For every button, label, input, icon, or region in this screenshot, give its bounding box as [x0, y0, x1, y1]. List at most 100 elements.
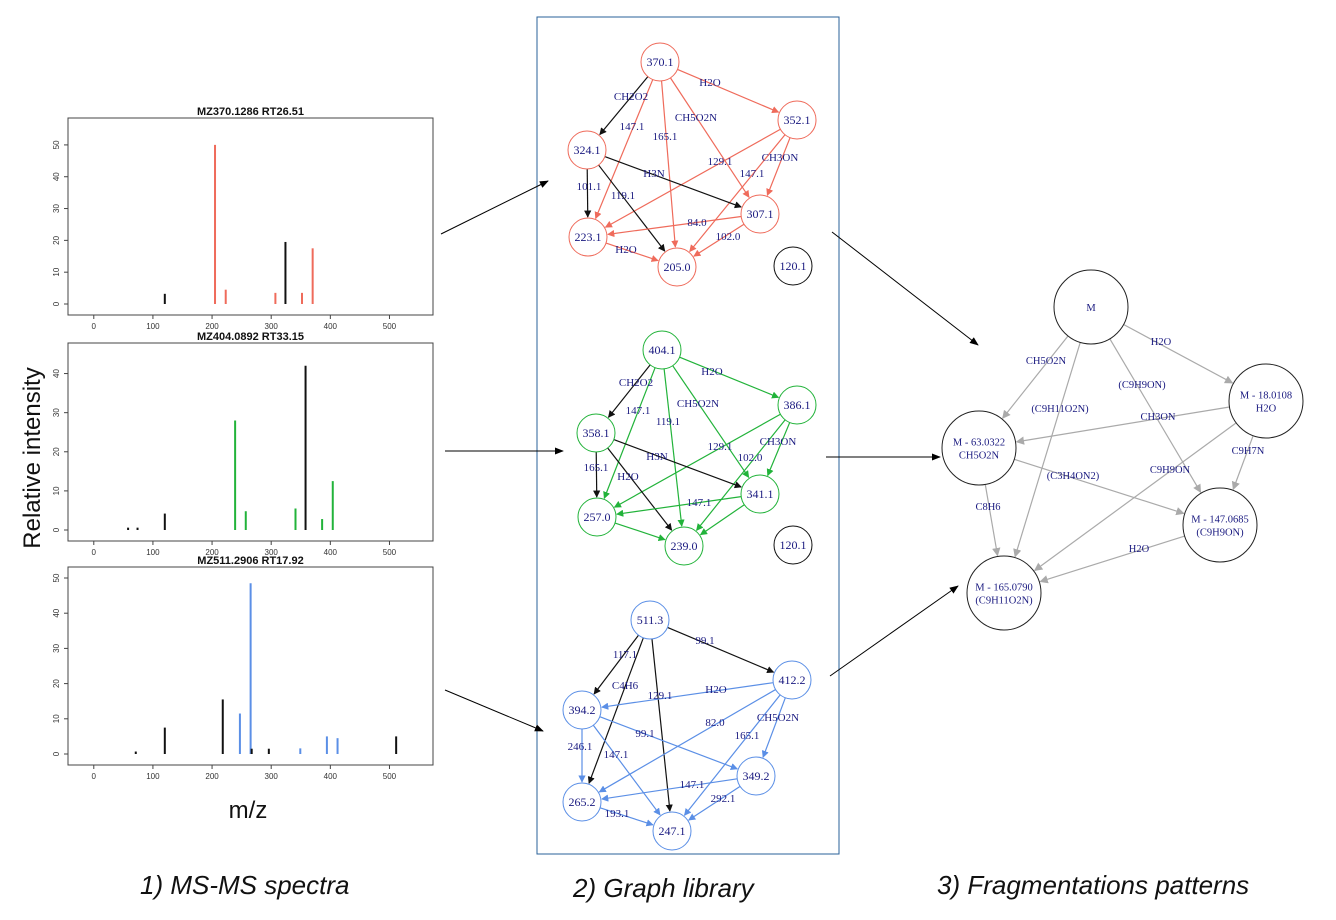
pattern-edge-label: C9H7N	[1232, 446, 1265, 457]
x-tick-label: 200	[205, 548, 219, 557]
y-tick-label: 50	[52, 140, 61, 149]
graph-node	[740, 194, 780, 234]
x-tick-label: 0	[92, 322, 97, 331]
graph-node-label: 404.1	[649, 343, 676, 357]
graph-node	[777, 100, 817, 140]
graph-edge	[679, 356, 780, 399]
graph-edge-label: 119.1	[656, 416, 680, 428]
graph-node	[740, 474, 780, 514]
graph-edge	[693, 223, 745, 257]
y-tick-label: 10	[52, 714, 61, 723]
pattern-edge	[1123, 323, 1234, 384]
graph-edge	[601, 682, 774, 710]
pattern-edge	[1033, 422, 1237, 572]
y-tick-label: 0	[52, 527, 61, 532]
graph-edge-label: H2O	[615, 244, 636, 256]
x-tick-label: 200	[205, 772, 219, 781]
graph-edge	[599, 807, 654, 827]
arrow-graph1-to-pattern	[831, 231, 979, 346]
graph-edge	[607, 364, 651, 418]
graph-edge-label: H2O	[699, 77, 720, 89]
x-tick-label: 400	[324, 548, 338, 557]
y-tick-label: 30	[52, 204, 61, 213]
graph-node-label: 239.0	[671, 539, 698, 553]
pattern-edge-label: (C3H4ON2)	[1047, 471, 1100, 482]
graph-edge-label: C4H6	[612, 680, 639, 692]
graph-edge	[592, 724, 661, 816]
graph-edge	[688, 785, 741, 821]
graph-edge-label: CH3ON	[760, 436, 797, 448]
graph-library-frame	[536, 16, 840, 855]
graph-edge	[766, 137, 791, 197]
graph-edge-label: 102.0	[738, 452, 763, 464]
graph-edge-label: CH5O2N	[675, 112, 717, 124]
pattern-edge-label: (C9H11O2N)	[1031, 404, 1089, 415]
spectrum-title: MZ370.1286 RT26.51	[197, 106, 304, 118]
graph-blue: 511.3 412.2 394.2 349.2 265.2 247.1 99.1 117.1 C…	[562, 600, 812, 851]
graph-edge	[672, 365, 750, 479]
graph-edge-label: CH5O2N	[757, 712, 799, 724]
pattern-edge	[1039, 535, 1185, 584]
graph-node-label: 511.3	[637, 613, 664, 627]
x-tick-label: 200	[205, 322, 219, 331]
graph-node-label: 307.1	[747, 207, 774, 221]
graph-edge	[616, 496, 742, 517]
graph-node-label: 341.1	[747, 487, 774, 501]
caption-graphs: 2) Graph library	[573, 873, 754, 903]
x-tick-label: 100	[146, 322, 160, 331]
graph-edge-label: 165.1	[584, 462, 609, 474]
graph-edge-label: 102.0	[716, 231, 741, 243]
graph-edge-label: 99.1	[695, 635, 714, 647]
graph-edge	[584, 168, 592, 218]
graph-edge-label: 129.1	[708, 156, 733, 168]
graph-node	[630, 600, 670, 640]
graph-node-label: 394.2	[569, 703, 596, 717]
pattern-edge	[1014, 458, 1185, 516]
arrow-spectrum3-to-graph	[444, 689, 544, 732]
spectrum-chart-1: MZ370.1286 RT26.51 0 100 200 300 400 500 0 10 20 3…	[52, 106, 434, 331]
x-tick-label: 100	[146, 772, 160, 781]
pattern-edge	[1231, 435, 1254, 491]
graph-edge-label: H2O	[617, 471, 638, 483]
graph-edge	[663, 368, 685, 527]
connector-arrows	[440, 180, 979, 732]
graph-edge-label: H2O	[705, 684, 726, 696]
y-tick-label: 10	[52, 267, 61, 276]
pattern-node-label: M - 147.0685	[1191, 515, 1248, 526]
graph-edge	[651, 638, 673, 812]
pattern-node-label: CH5O2N	[959, 451, 1000, 462]
arrow-graph3-to-pattern	[829, 585, 959, 677]
y-tick-label: 50	[52, 573, 61, 582]
x-tick-label: 300	[265, 322, 279, 331]
graph-node-label: 352.1	[784, 113, 811, 127]
graph-edge-label: 147.1	[687, 497, 712, 509]
graph-node	[577, 497, 617, 537]
graph-node-label: 349.2	[743, 769, 770, 783]
x-tick-label: 400	[324, 322, 338, 331]
graph-node	[567, 130, 607, 170]
pattern-edge-label: (C9H9ON)	[1118, 380, 1166, 391]
y-tick-label: 30	[52, 408, 61, 417]
graph-edge	[599, 76, 649, 136]
x-tick-label: 100	[146, 548, 160, 557]
graph-node-label: 120.1	[780, 259, 807, 273]
graph-edge	[593, 634, 640, 695]
graph-node	[657, 247, 697, 287]
graph-node-label: 120.1	[780, 538, 807, 552]
graph-edge	[699, 504, 745, 536]
spectra-panel: Relative intensity m/z MZ370.1286 RT26.5…	[19, 106, 434, 824]
pattern-edge-label: C9H9ON	[1150, 465, 1191, 476]
graph-edge-label: 129.1	[648, 690, 673, 702]
plot-frame	[67, 566, 434, 766]
pattern-node-label: (C9H11O2N)	[975, 596, 1033, 607]
caption-patterns: 3) Fragmentations patterns	[937, 870, 1250, 900]
caption-spectra: 1) MS-MS spectra	[140, 870, 350, 900]
graph-node-label: 247.1	[659, 824, 686, 838]
graph-edge-label: 99.1	[635, 728, 654, 740]
graph-node	[562, 782, 602, 822]
graph-node	[772, 660, 812, 700]
y-tick-label: 40	[52, 608, 61, 617]
graph-node-label: 386.1	[784, 398, 811, 412]
pattern-node	[1182, 487, 1258, 563]
y-tick-label: 40	[52, 172, 61, 181]
